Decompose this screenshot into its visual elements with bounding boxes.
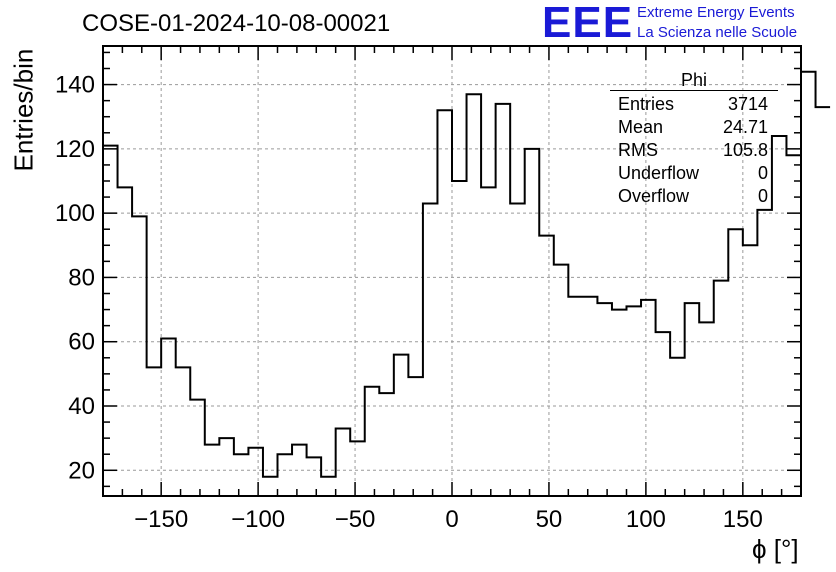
stats-value: 105.8 [722,140,768,160]
y-axis-label: Entries/bin [8,48,39,172]
histogram-bin [583,297,598,496]
histogram-bin [656,332,671,496]
y-tick-label: 120 [55,136,95,163]
stats-box-title: Phi [680,70,707,90]
histogram-bin [627,306,642,496]
axis-ticks [102,46,802,496]
histogram-bin [437,110,452,496]
x-axis-label: ϕ [°] [752,534,799,564]
histogram-bin [176,367,191,496]
logo-line-1: Extreme Energy Events [637,4,795,21]
y-tick-label: 20 [68,457,95,484]
tick-labels: −150 −100 −50 0 50 100 150 20 40 60 80 100 120 140 [55,72,763,533]
y-tick-label: 100 [55,200,95,227]
y-tick-label: 140 [55,72,95,99]
histogram-bin [394,355,409,496]
histogram-bin [786,155,801,496]
x-tick-label: 0 [445,506,458,533]
grid-lines [103,46,801,496]
stats-divider [610,90,778,91]
histogram-bin [248,448,263,496]
histogram-series [103,70,831,478]
x-tick-label: 50 [536,506,563,533]
histogram-bin [685,303,700,496]
stats-row-overflow: Overflow 0 [610,185,778,208]
histogram-bin [379,393,394,496]
histogram-bin [103,146,118,496]
histogram-bin [568,297,583,496]
histogram-bin [161,339,176,497]
stats-box: Phi Entries 3714 Mean 24.71 RMS 105.8 Un… [610,70,778,208]
histogram-bin [205,445,220,496]
histogram-bin [714,281,729,496]
stats-row-rms: RMS 105.8 [610,139,778,162]
histogram-bin [292,445,307,496]
histogram-bin [801,72,816,496]
histogram-bin [219,438,234,496]
y-tick-label: 80 [68,264,95,291]
histogram-bin [612,310,627,496]
histogram-bin [467,94,482,496]
stats-value: 3714 [727,94,768,114]
histogram-bin [481,187,496,496]
y-tick-label: 60 [68,329,95,356]
histogram-bin [321,477,336,496]
stats-label: Overflow [618,186,690,206]
logo-line-2: La Scienza nelle Scuole [637,24,798,41]
eee-logo: EEE [542,0,634,47]
stats-value: 0 [757,163,768,183]
histogram-bin [757,210,772,496]
chart-title: COSE-01-2024-10-08-00021 [82,10,391,37]
histogram-bin [525,149,540,496]
histogram-bin [307,457,322,496]
histogram-bin [365,387,380,496]
stats-value: 24.71 [722,117,768,137]
histogram-bin [597,303,612,496]
histogram-bin [452,181,467,496]
stats-row-entries: Entries 3714 [610,93,778,116]
stats-label: Entries [618,94,675,114]
histogram-bin [743,245,758,496]
histogram-bin [554,265,569,496]
histogram-bin [670,358,685,496]
histogram-bin [278,454,293,496]
histogram-bin [263,477,278,496]
histogram-bin [190,400,205,496]
histogram-bin [816,107,831,496]
histogram-bin [408,377,423,496]
histogram-bin [539,236,554,496]
y-tick-label: 40 [68,393,95,420]
x-tick-label: 100 [626,506,666,533]
stats-row-mean: Mean 24.71 [610,116,778,139]
stats-row-underflow: Underflow 0 [610,162,778,185]
histogram-bin [336,429,351,497]
stats-label: Underflow [618,163,700,183]
histogram-bin [147,367,162,496]
x-tick-label: −100 [231,506,285,533]
histogram-bin [118,187,133,496]
histogram-bin [728,229,743,496]
histogram-bin [510,204,525,497]
histogram-bin [641,300,656,496]
histogram-bin [234,454,249,496]
stats-label: RMS [618,140,658,160]
x-tick-label: −50 [335,506,376,533]
histogram-bin [496,104,511,496]
histogram-bin [132,216,147,496]
histogram-bin [699,322,714,496]
x-tick-label: −150 [134,506,188,533]
histogram-bin [350,441,365,496]
stats-label: Mean [618,117,664,137]
stats-value: 0 [757,186,768,206]
histogram-bin [423,204,438,497]
x-tick-label: 150 [723,506,763,533]
